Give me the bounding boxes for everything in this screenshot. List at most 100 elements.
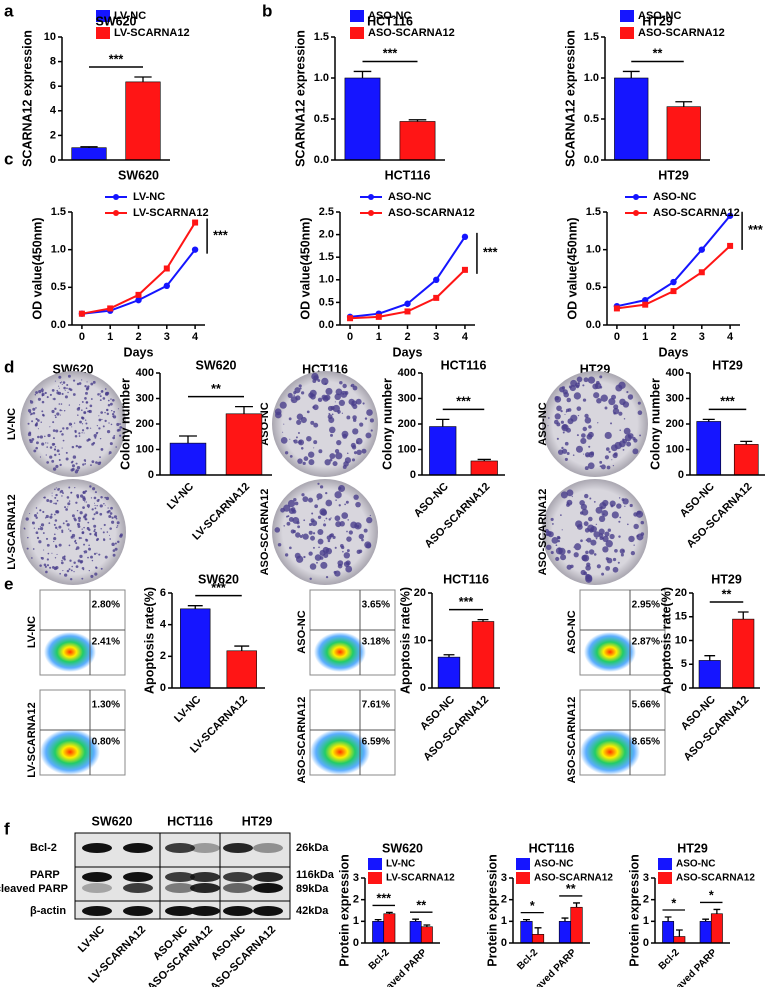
colony bbox=[299, 535, 303, 538]
colony bbox=[355, 501, 361, 508]
colony bbox=[317, 379, 321, 383]
legend-label: ASO-SCARNA12 bbox=[534, 873, 613, 884]
colony bbox=[94, 572, 98, 576]
colony bbox=[58, 453, 61, 456]
bar bbox=[409, 921, 422, 944]
colony bbox=[327, 405, 334, 411]
bar bbox=[180, 608, 211, 689]
bar bbox=[437, 656, 461, 689]
colony bbox=[68, 404, 71, 406]
marker bbox=[461, 233, 469, 241]
colony-plate bbox=[542, 371, 648, 477]
significance: ** bbox=[211, 382, 221, 396]
colony bbox=[324, 382, 328, 385]
legend-label: ASO-NC bbox=[638, 10, 681, 22]
colony bbox=[598, 528, 605, 535]
y-tick-label: 0.0 bbox=[584, 154, 599, 166]
x-tick-label: 1 bbox=[376, 331, 382, 343]
colony bbox=[54, 496, 57, 499]
blot-band bbox=[190, 872, 220, 882]
x-tick-label: 3 bbox=[699, 331, 705, 343]
colony bbox=[607, 528, 612, 532]
legend-swatch bbox=[368, 858, 382, 870]
error-bar bbox=[374, 918, 382, 922]
colony bbox=[85, 407, 88, 410]
colony bbox=[334, 491, 342, 499]
colony bbox=[51, 492, 53, 494]
colony bbox=[72, 393, 76, 396]
colony bbox=[584, 466, 589, 471]
x-tick-label: 0 bbox=[614, 331, 620, 343]
chart-title: HCT116 bbox=[385, 168, 431, 182]
colony bbox=[76, 522, 80, 526]
colony bbox=[64, 389, 66, 391]
colony bbox=[55, 487, 57, 489]
colony bbox=[561, 386, 566, 390]
colony bbox=[334, 546, 337, 549]
x-axis-label: Days bbox=[124, 345, 154, 359]
colony bbox=[358, 533, 365, 540]
colony bbox=[613, 404, 619, 410]
colony bbox=[88, 506, 90, 509]
colony bbox=[77, 414, 79, 416]
colony bbox=[84, 384, 87, 388]
colony bbox=[308, 392, 314, 398]
x-tick-label: LV-SCARNA12 bbox=[190, 481, 252, 543]
colony bbox=[116, 521, 120, 525]
colony bbox=[119, 426, 123, 429]
y-tick-label: 1 bbox=[353, 915, 359, 927]
colony bbox=[94, 504, 96, 507]
colony bbox=[63, 410, 66, 412]
flow-cloud bbox=[580, 729, 640, 775]
colony bbox=[61, 381, 63, 383]
colony bbox=[70, 535, 74, 539]
y-tick-label: 1.5 bbox=[586, 206, 601, 218]
error-bar bbox=[423, 924, 431, 927]
colony bbox=[339, 521, 345, 527]
colony bbox=[111, 398, 115, 402]
colony bbox=[52, 467, 57, 471]
blot-band bbox=[82, 872, 112, 882]
legend-marker bbox=[633, 210, 639, 216]
y-axis-label: Apoptosis rate(%) bbox=[659, 587, 673, 694]
colony bbox=[104, 496, 107, 499]
colony bbox=[606, 465, 611, 470]
colony bbox=[318, 449, 323, 454]
colony bbox=[114, 547, 118, 551]
colony bbox=[286, 521, 291, 526]
colony bbox=[78, 519, 81, 523]
colony bbox=[590, 539, 597, 546]
marker bbox=[727, 242, 734, 249]
colony bbox=[45, 570, 48, 574]
colony bbox=[59, 381, 62, 384]
colony bbox=[101, 418, 103, 421]
colony bbox=[575, 445, 583, 453]
colony bbox=[612, 557, 617, 562]
colony bbox=[70, 569, 73, 572]
colony bbox=[113, 515, 118, 519]
colony bbox=[338, 484, 346, 493]
error-bar bbox=[561, 917, 569, 922]
colony bbox=[314, 554, 322, 561]
colony bbox=[117, 408, 119, 410]
y-tick-label: 4 bbox=[50, 105, 57, 117]
colony bbox=[52, 429, 56, 432]
y-tick-label: 10 bbox=[414, 634, 426, 646]
colony bbox=[74, 518, 77, 522]
colony bbox=[43, 563, 47, 567]
colony bbox=[100, 567, 103, 570]
colony bbox=[622, 448, 625, 451]
colony bbox=[55, 544, 57, 547]
colony bbox=[593, 500, 596, 503]
colony bbox=[350, 385, 353, 387]
blot-band bbox=[190, 906, 220, 916]
colony bbox=[106, 412, 110, 416]
colony bbox=[605, 565, 611, 571]
error-bar bbox=[436, 418, 450, 427]
bar bbox=[71, 147, 107, 161]
legend-label: ASO-NC bbox=[676, 859, 715, 870]
bar bbox=[344, 77, 381, 161]
colony bbox=[577, 415, 580, 417]
y-tick-label: 0 bbox=[50, 154, 56, 166]
marker bbox=[135, 291, 142, 298]
